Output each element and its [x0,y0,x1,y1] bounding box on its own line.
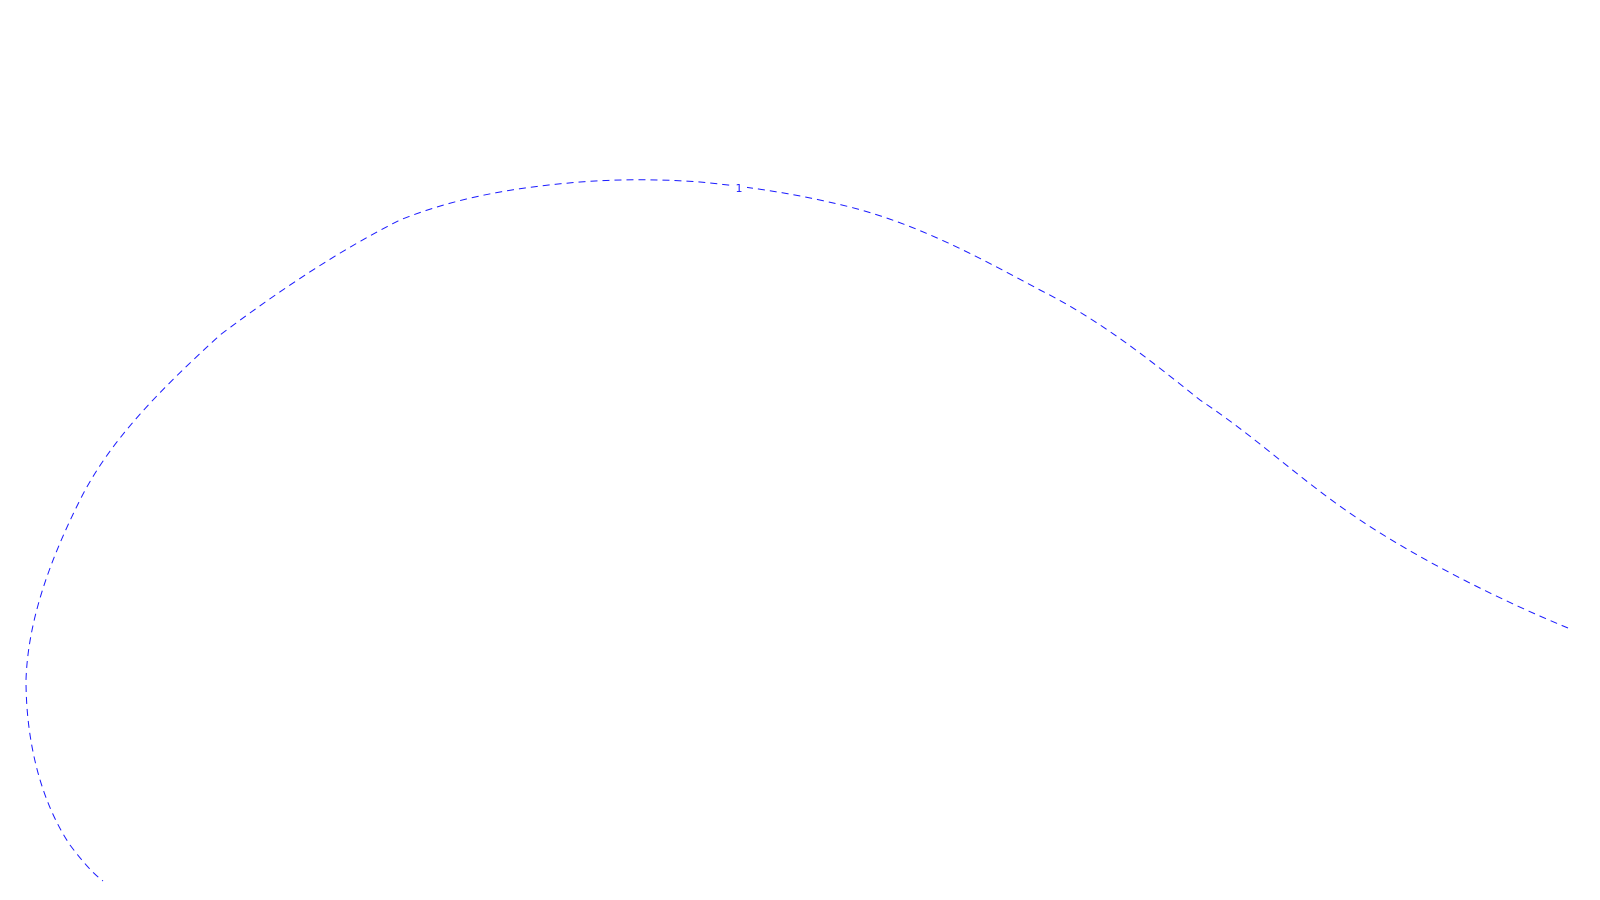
contour-label-background [731,180,747,194]
contour-label-1: 1 [736,182,743,195]
contour-line-1 [25,179,1569,882]
